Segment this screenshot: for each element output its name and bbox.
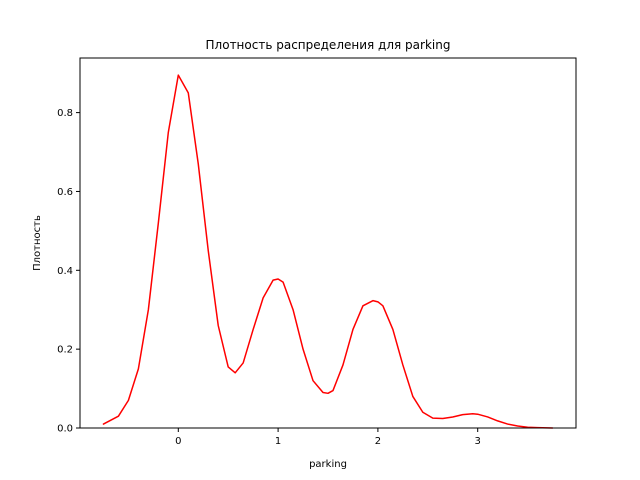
y-tick-label: 0.8 [57, 108, 73, 119]
y-axis-ticks: 0.0 0.2 0.4 0.6 0.8 [57, 108, 80, 435]
x-tick-label: 1 [275, 436, 281, 447]
x-tick-label: 3 [475, 436, 481, 447]
x-tick-label: 2 [375, 436, 381, 447]
y-tick-label: 0.4 [57, 266, 73, 277]
density-line-0 [102, 74, 554, 429]
y-tick-label: 0.0 [57, 424, 73, 435]
y-axis-label: Плотность [32, 215, 43, 271]
plot-frame [79, 57, 577, 429]
y-tick-label: 0.6 [57, 187, 73, 198]
chart-title: Плотность распределения для parking [206, 38, 451, 52]
y-tick-label: 0.2 [57, 345, 73, 356]
x-tick-label: 0 [175, 436, 181, 447]
x-axis-ticks: 0 1 2 3 [175, 428, 481, 447]
x-axis-label: parking [309, 459, 347, 470]
